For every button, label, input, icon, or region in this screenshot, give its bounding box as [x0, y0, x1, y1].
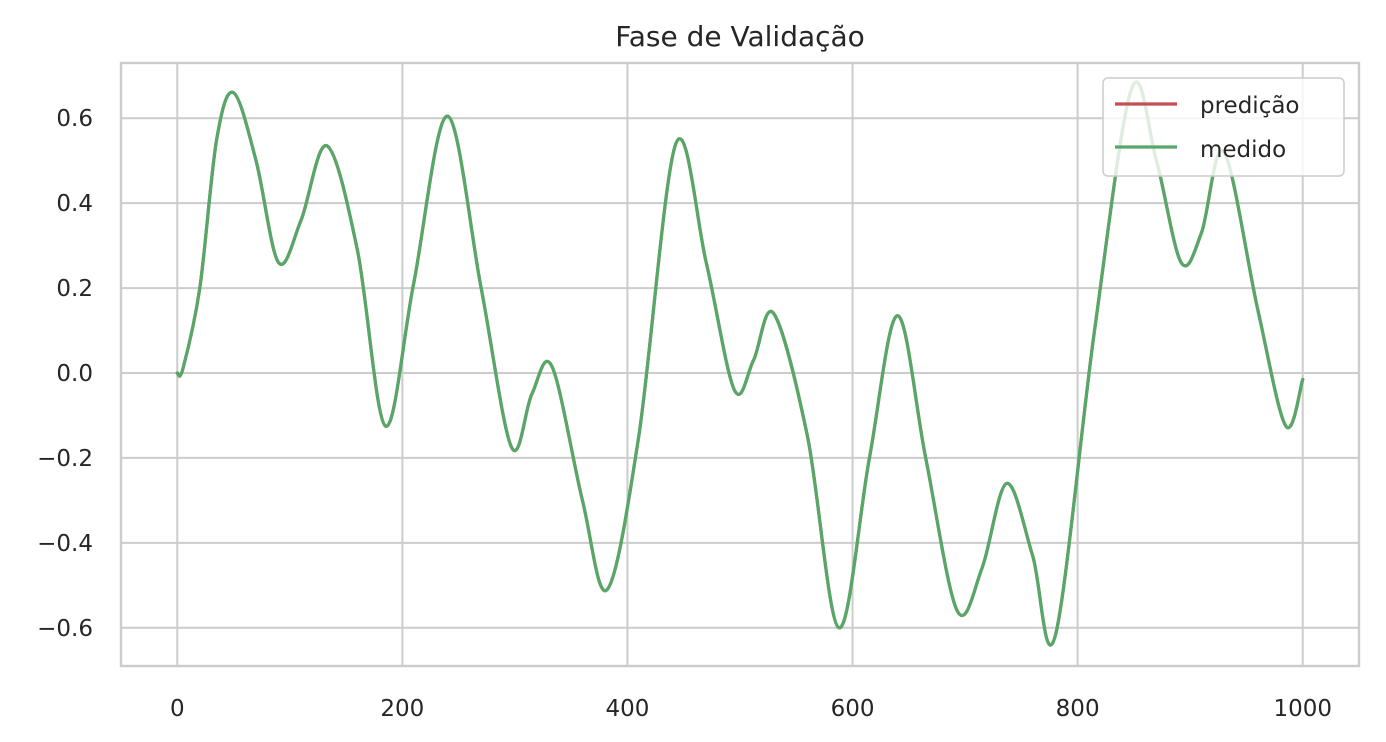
x-tick-label: 1000 [1273, 696, 1332, 722]
y-tick-labels: −0.6 −0.4 −0.2 0.0 0.2 0.4 0.6 [37, 106, 93, 642]
chart-title: Fase de Validação [615, 20, 865, 53]
y-tick-label: 0.2 [56, 276, 93, 302]
legend: predição medido [1102, 77, 1345, 177]
plot-frame [119, 61, 1361, 668]
y-tick-label: −0.4 [37, 531, 93, 557]
y-tick-label: 0.6 [56, 106, 93, 132]
x-tick-label: 0 [170, 696, 185, 722]
x-tick-label: 800 [1056, 696, 1100, 722]
x-tick-label: 400 [606, 696, 650, 722]
legend-label-medido: medido [1200, 137, 1286, 163]
x-tick-label: 200 [380, 696, 424, 722]
y-tick-label: 0.4 [56, 191, 93, 217]
y-tick-label: −0.6 [37, 616, 93, 642]
x-tick-labels: 0 200 400 600 800 1000 [170, 696, 1332, 722]
y-grid [121, 117, 1359, 629]
series-lines [175, 80, 1305, 647]
series-line-medido [175, 80, 1305, 647]
x-tick-label: 600 [831, 696, 875, 722]
legend-label-predicao: predição [1200, 93, 1300, 119]
y-tick-label: 0.0 [56, 361, 93, 387]
y-tick-label: −0.2 [37, 446, 93, 472]
